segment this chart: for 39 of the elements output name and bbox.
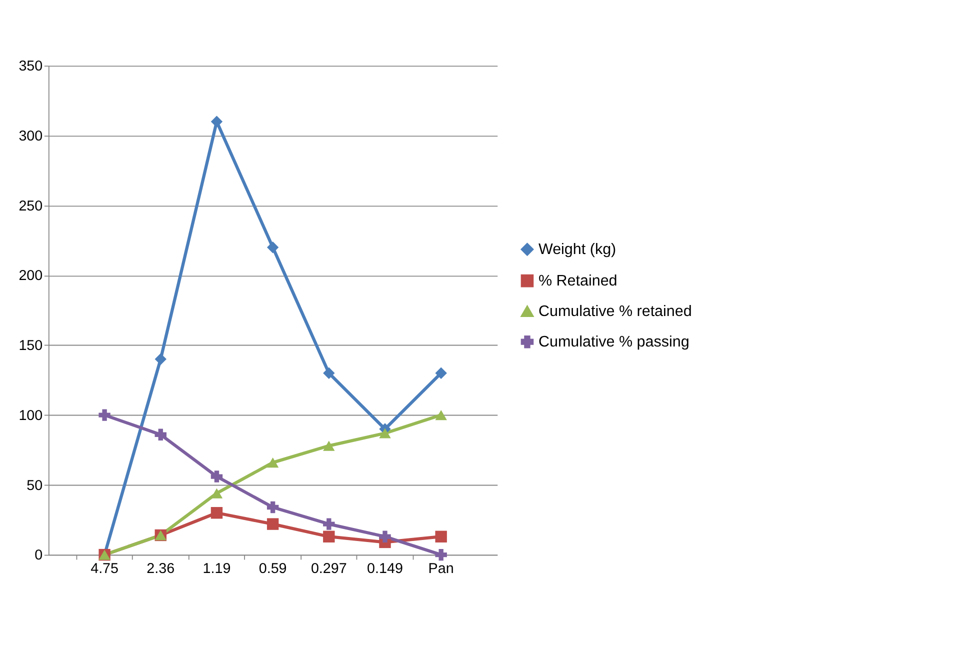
point — [210, 116, 223, 128]
y-tick-label: 200 — [18, 268, 43, 284]
x-tick-label: 0.297 — [310, 561, 347, 578]
point — [154, 428, 166, 440]
point — [379, 428, 391, 438]
point — [266, 242, 279, 254]
x-tick-label: 2.36 — [146, 561, 175, 578]
point — [323, 530, 335, 542]
point — [323, 518, 335, 530]
point — [435, 530, 447, 542]
x-tick-label: 1.19 — [202, 561, 231, 578]
point — [266, 518, 279, 530]
y-tick-label: 0 — [34, 548, 43, 564]
point — [98, 409, 110, 421]
point — [435, 548, 447, 561]
y-tick-label: 350 — [18, 58, 43, 75]
y-tick-label: 150 — [18, 338, 43, 354]
point — [379, 530, 391, 542]
point — [210, 470, 223, 482]
point — [435, 410, 447, 420]
x-tick-label: Pan — [428, 561, 454, 578]
legend-label: Weight (kg) — [538, 240, 616, 258]
x-tick-label: 0.59 — [258, 561, 287, 578]
legend-label: Cumulative % passing — [538, 333, 690, 350]
x-tick-label: 0.149 — [367, 561, 403, 578]
y-tick-label: 100 — [18, 408, 43, 424]
point — [323, 367, 335, 379]
y-tick-label: 250 — [18, 198, 43, 214]
legend-label: % Retained — [538, 272, 618, 290]
x-tick-label: 4.75 — [90, 561, 119, 578]
point — [435, 367, 447, 379]
point — [266, 501, 279, 514]
legend-label: Cumulative % retained — [538, 302, 692, 320]
point — [154, 353, 166, 366]
point — [266, 457, 279, 468]
point — [323, 440, 335, 451]
point — [210, 507, 223, 519]
y-tick-label: 300 — [18, 128, 43, 145]
y-tick-label: 50 — [26, 478, 43, 494]
